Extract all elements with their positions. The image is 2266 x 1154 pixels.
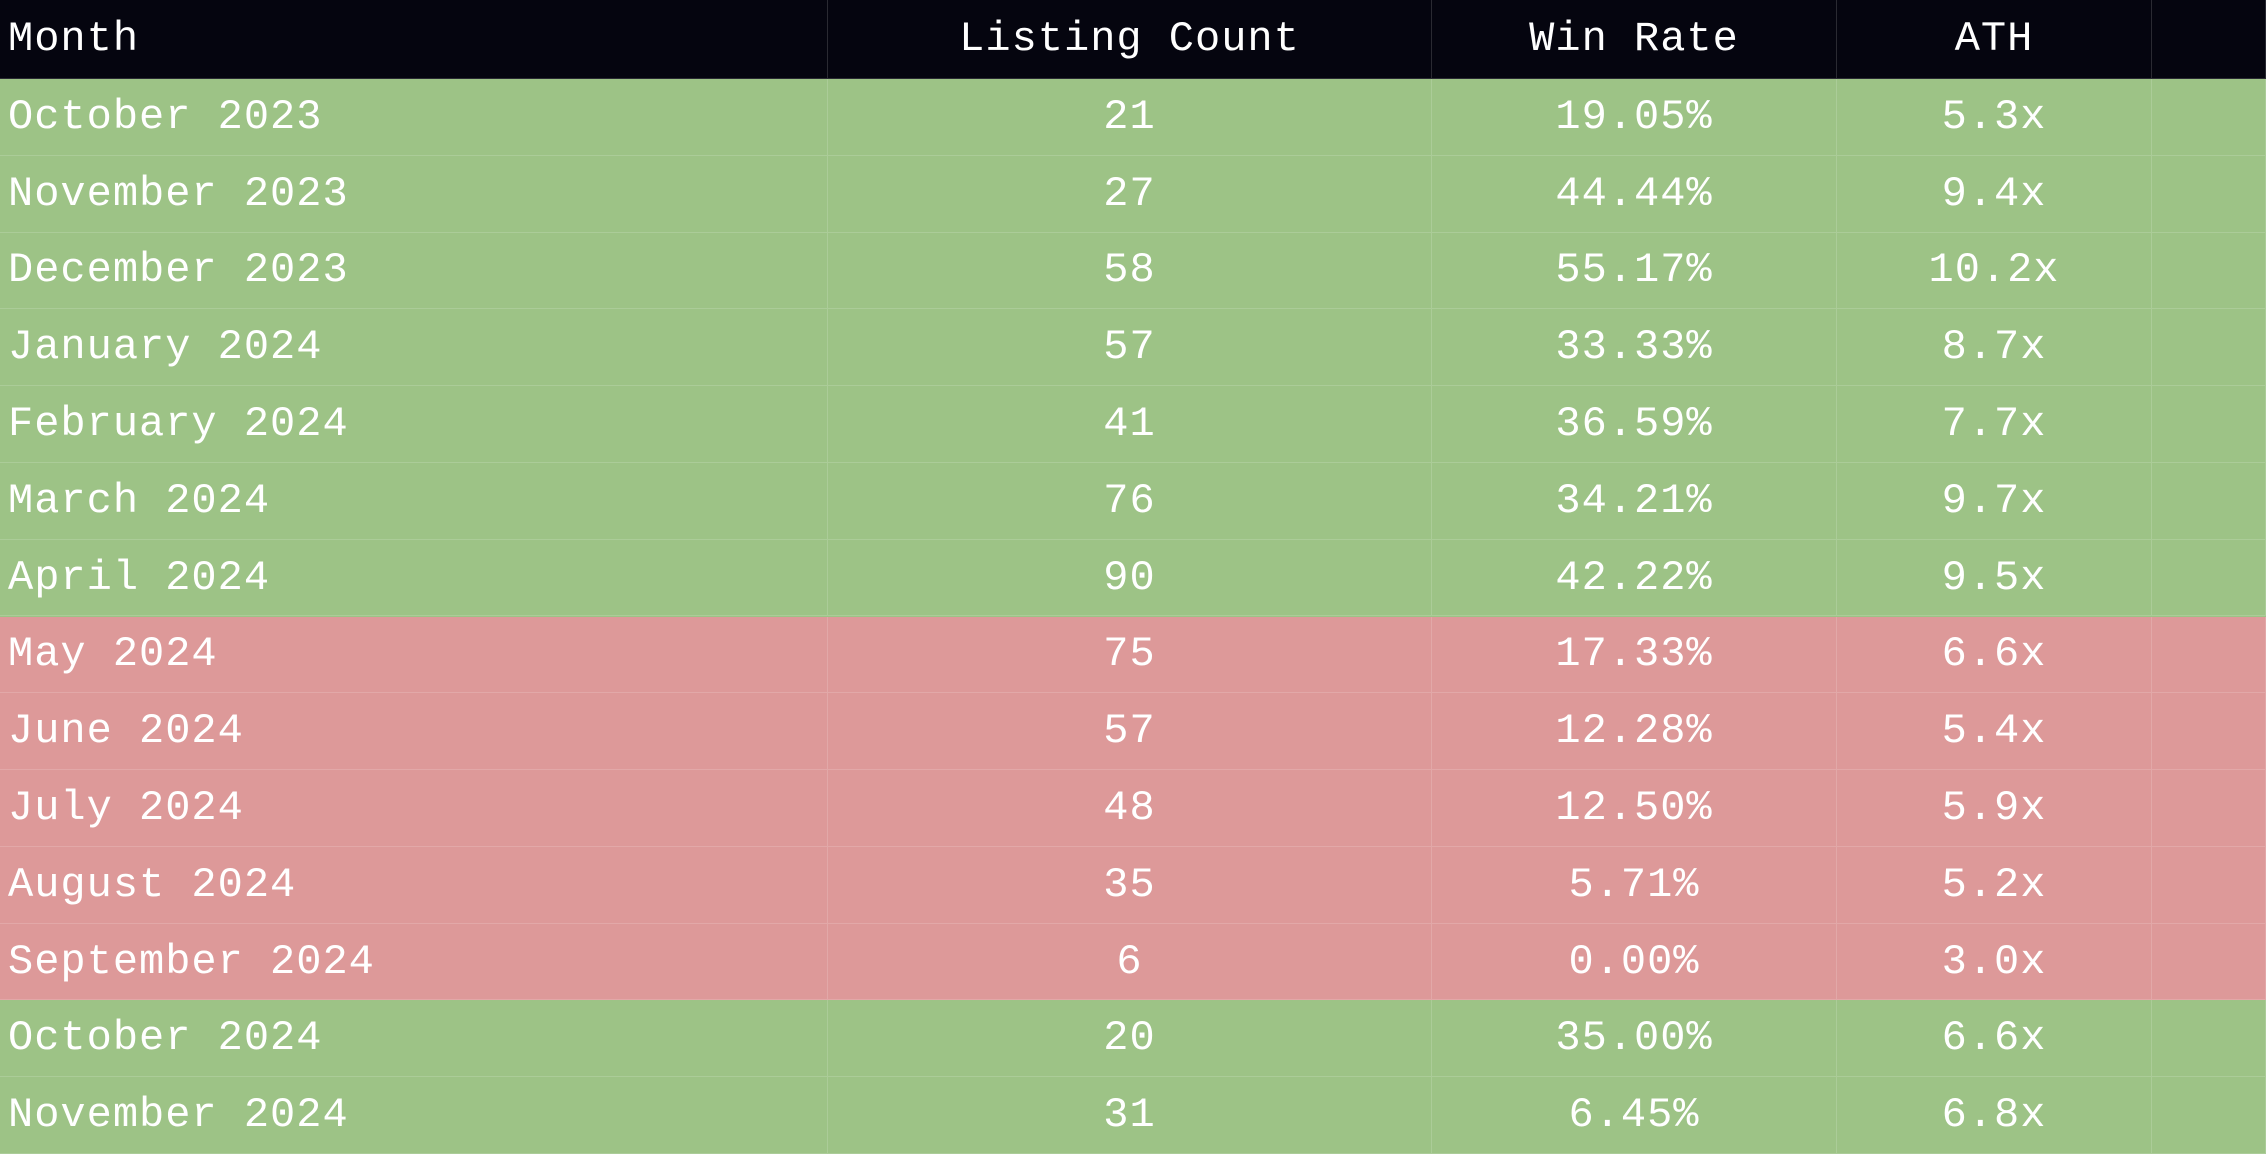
cell: May 2024 (0, 616, 828, 693)
cell: 6.6x (1837, 1000, 2152, 1077)
cell: 10.2x (1837, 232, 2152, 309)
cell: 57 (828, 309, 1432, 386)
cell: December 2023 (0, 232, 828, 309)
cell: October 2023 (0, 79, 828, 155)
table-row: June 2024 57 12.28% 5.4x (0, 693, 2266, 771)
cell: 57 (828, 693, 1432, 770)
cell: 3.0x (1837, 923, 2152, 1000)
table-row: February 2024 41 36.59% 7.7x (0, 386, 2266, 463)
cell: 42.22% (1432, 539, 1837, 616)
table-row: December 2023 58 55.17% 10.2x (0, 232, 2266, 310)
cell: March 2024 (0, 462, 828, 539)
cell: November 2023 (0, 155, 828, 232)
cell: October 2024 (0, 1000, 828, 1077)
empty-cell (2152, 309, 2266, 386)
cell: 5.3x (1837, 79, 2152, 155)
cell: 6 (828, 923, 1432, 1000)
table-row: October 2023 21 19.05% 5.3x (0, 79, 2266, 156)
cell: 5.4x (1837, 693, 2152, 770)
cell: 55.17% (1432, 232, 1837, 309)
table-row: May 2024 75 17.33% 6.6x (0, 616, 2266, 694)
empty-cell (2152, 539, 2266, 616)
table-row: November 2024 31 6.45% 6.8x (0, 1077, 2266, 1154)
cell: 21 (828, 79, 1432, 155)
empty-cell (2152, 1000, 2266, 1077)
table-row: March 2024 76 34.21% 9.7x (0, 462, 2266, 540)
cell: August 2024 (0, 846, 828, 923)
cell: September 2024 (0, 923, 828, 1000)
cell: 31 (828, 1077, 1432, 1153)
empty-cell (2152, 386, 2266, 462)
cell: 33.33% (1432, 309, 1837, 386)
cell: 20 (828, 1000, 1432, 1077)
table-row: April 2024 90 42.22% 9.5x (0, 539, 2266, 617)
table-row: July 2024 48 12.50% 5.9x (0, 770, 2266, 847)
table-row: November 2023 27 44.44% 9.4x (0, 155, 2266, 233)
cell: 5.71% (1432, 846, 1837, 923)
cell: 5.2x (1837, 846, 2152, 923)
table-row: August 2024 35 5.71% 5.2x (0, 846, 2266, 924)
cell: 75 (828, 616, 1432, 693)
cell: July 2024 (0, 770, 828, 846)
cell: 9.4x (1837, 155, 2152, 232)
cell: 0.00% (1432, 923, 1837, 1000)
table-row: January 2024 57 33.33% 8.7x (0, 309, 2266, 387)
empty-cell (2152, 462, 2266, 539)
cell: 36.59% (1432, 386, 1837, 462)
cell: November 2024 (0, 1077, 828, 1153)
empty-cell (2152, 846, 2266, 923)
empty-cell (2152, 0, 2266, 78)
cell: 35.00% (1432, 1000, 1837, 1077)
cell: 35 (828, 846, 1432, 923)
cell: 44.44% (1432, 155, 1837, 232)
cell: 48 (828, 770, 1432, 846)
header-row: Month Listing Count Win Rate ATH (0, 0, 2266, 79)
empty-cell (2152, 232, 2266, 309)
cell: 12.28% (1432, 693, 1837, 770)
cell: 6.6x (1837, 616, 2152, 693)
cell: Win Rate (1432, 0, 1837, 78)
cell: 34.21% (1432, 462, 1837, 539)
empty-cell (2152, 923, 2266, 1000)
cell: Month (0, 0, 828, 78)
cell: 27 (828, 155, 1432, 232)
empty-cell (2152, 770, 2266, 846)
cell: 19.05% (1432, 79, 1837, 155)
cell: Listing Count (828, 0, 1432, 78)
table-row: September 2024 6 0.00% 3.0x (0, 923, 2266, 1001)
cell: 9.5x (1837, 539, 2152, 616)
empty-cell (2152, 155, 2266, 232)
cell: 12.50% (1432, 770, 1837, 846)
cell: 6.45% (1432, 1077, 1837, 1153)
cell: 8.7x (1837, 309, 2152, 386)
empty-cell (2152, 1077, 2266, 1153)
cell: April 2024 (0, 539, 828, 616)
cell: January 2024 (0, 309, 828, 386)
cell: 76 (828, 462, 1432, 539)
cell: 9.7x (1837, 462, 2152, 539)
empty-cell (2152, 693, 2266, 770)
cell: 5.9x (1837, 770, 2152, 846)
cell: 6.8x (1837, 1077, 2152, 1153)
cell: 58 (828, 232, 1432, 309)
cell: February 2024 (0, 386, 828, 462)
cell: 41 (828, 386, 1432, 462)
cell: June 2024 (0, 693, 828, 770)
cell: 17.33% (1432, 616, 1837, 693)
empty-cell (2152, 616, 2266, 693)
cell: 7.7x (1837, 386, 2152, 462)
cell: ATH (1837, 0, 2152, 78)
table-row: October 2024 20 35.00% 6.6x (0, 1000, 2266, 1078)
empty-cell (2152, 79, 2266, 155)
cell: 90 (828, 539, 1432, 616)
